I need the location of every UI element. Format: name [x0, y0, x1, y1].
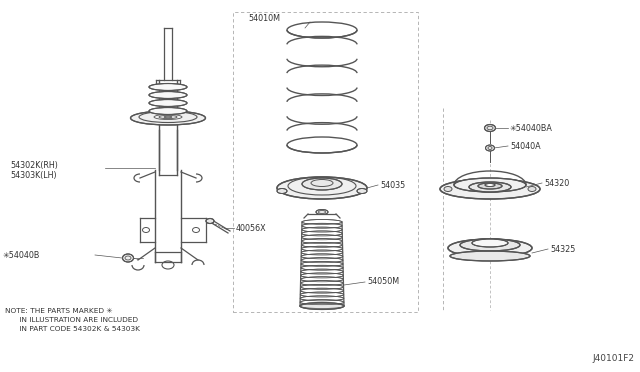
Text: 54050M: 54050M	[367, 278, 399, 286]
Text: 54325: 54325	[550, 244, 575, 253]
Ellipse shape	[528, 186, 536, 192]
Ellipse shape	[302, 223, 342, 228]
Text: 54035: 54035	[380, 180, 405, 189]
Ellipse shape	[301, 273, 343, 278]
Ellipse shape	[301, 238, 342, 244]
Ellipse shape	[301, 262, 343, 266]
Ellipse shape	[448, 239, 532, 257]
Ellipse shape	[301, 246, 342, 251]
Ellipse shape	[301, 269, 343, 274]
Ellipse shape	[316, 209, 328, 215]
Ellipse shape	[301, 250, 342, 255]
Ellipse shape	[469, 182, 511, 192]
Ellipse shape	[301, 235, 342, 240]
Ellipse shape	[206, 218, 214, 224]
Ellipse shape	[300, 302, 344, 310]
Bar	[233, 12, 418, 312]
Text: NOTE: THE PARTS MARKED ✳: NOTE: THE PARTS MARKED ✳	[5, 308, 113, 314]
Ellipse shape	[301, 231, 342, 236]
Ellipse shape	[486, 145, 495, 151]
Ellipse shape	[149, 92, 187, 99]
Ellipse shape	[277, 177, 367, 199]
Text: IN PART CODE 54302K & 54303K: IN PART CODE 54302K & 54303K	[5, 326, 140, 332]
Ellipse shape	[301, 280, 344, 286]
Ellipse shape	[302, 219, 342, 224]
Ellipse shape	[149, 99, 187, 106]
Text: 54010M: 54010M	[248, 13, 280, 22]
Ellipse shape	[300, 300, 344, 305]
Ellipse shape	[484, 125, 495, 131]
Ellipse shape	[302, 178, 342, 190]
Text: 54040A: 54040A	[510, 141, 541, 151]
Ellipse shape	[131, 111, 205, 125]
Text: 54320: 54320	[544, 179, 569, 187]
Ellipse shape	[300, 304, 344, 308]
Ellipse shape	[302, 227, 342, 232]
Text: ✳54040B: ✳54040B	[3, 250, 40, 260]
Ellipse shape	[472, 239, 508, 247]
Ellipse shape	[149, 83, 187, 90]
Ellipse shape	[300, 292, 344, 297]
Text: 54303K(LH): 54303K(LH)	[10, 170, 56, 180]
Ellipse shape	[300, 288, 344, 293]
Ellipse shape	[301, 277, 343, 282]
Ellipse shape	[485, 183, 495, 186]
Ellipse shape	[460, 239, 520, 251]
Ellipse shape	[444, 186, 452, 192]
Ellipse shape	[450, 251, 530, 261]
Ellipse shape	[301, 243, 342, 247]
Ellipse shape	[300, 285, 344, 289]
Ellipse shape	[478, 183, 502, 189]
Ellipse shape	[277, 189, 287, 193]
Ellipse shape	[301, 258, 343, 263]
Text: ✳54040BA: ✳54040BA	[510, 124, 553, 132]
Ellipse shape	[301, 265, 343, 270]
Ellipse shape	[440, 179, 540, 199]
Text: IN ILLUSTRATION ARE INCLUDED: IN ILLUSTRATION ARE INCLUDED	[5, 317, 138, 323]
Ellipse shape	[122, 254, 134, 262]
Text: J40101F2: J40101F2	[592, 354, 634, 363]
Ellipse shape	[149, 108, 187, 115]
Ellipse shape	[301, 254, 343, 259]
Ellipse shape	[454, 178, 526, 192]
Text: 54302K(RH): 54302K(RH)	[10, 160, 58, 170]
Text: 40056X: 40056X	[236, 224, 267, 232]
Ellipse shape	[357, 189, 367, 193]
Ellipse shape	[300, 296, 344, 301]
